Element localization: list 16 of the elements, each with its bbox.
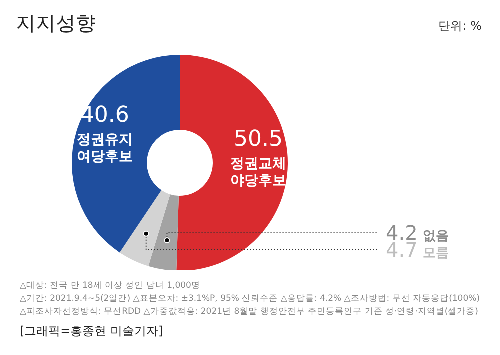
slice-label: 모름 xyxy=(422,246,449,261)
text: △피조사자선정방식: 무선RDD △가중값적용: 2021년 8월말 행정안전부 주민등록인구 기준 성·연령·지역별(셀가중) xyxy=(20,306,480,319)
text: △대상: 전국 만 18세 이상 성인 남녀 1,000명 xyxy=(20,280,202,293)
slice-label: 정권유지 여당후보 xyxy=(76,132,133,166)
text: 단위: % xyxy=(438,18,482,35)
text: △기간: 2021.9.4~5(2일간) △표본오차: ±3.1%P, 95% 신뢰수준 △응답률: 4.2% △조사방법: 무선 자동응답(100%) xyxy=(20,293,480,306)
data-label: 40.6 xyxy=(80,103,130,128)
text: [그래픽=홍종현 미술기자] xyxy=(20,323,164,340)
donut-slice xyxy=(148,194,179,270)
slice-label: 없음 xyxy=(422,229,449,244)
donut-slice xyxy=(72,55,180,253)
slice-label: 정권교체 야당후보 xyxy=(230,156,286,190)
data-label: 50.5 xyxy=(234,127,283,152)
donut-slice xyxy=(176,55,288,270)
donut-slice xyxy=(120,190,170,266)
chart-title: 지지성향 xyxy=(16,10,96,37)
